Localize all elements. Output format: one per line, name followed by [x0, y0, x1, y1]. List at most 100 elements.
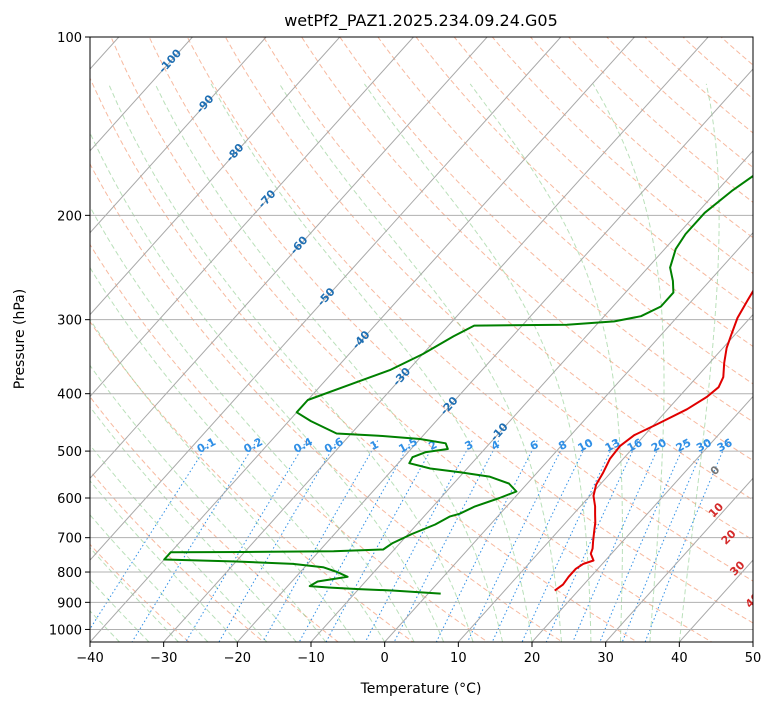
mixing-ratio-label: 36: [715, 436, 735, 455]
dry-adiabat: [453, 37, 753, 311]
plot-frame: [89, 36, 754, 643]
isotherm: [162, 37, 709, 642]
moist-adiabat: [90, 578, 150, 642]
moist-adiabat: [90, 480, 238, 642]
moist-adiabat: [90, 205, 415, 642]
mixing-ratio-line: [364, 440, 473, 642]
dry-adiabat: [90, 243, 489, 642]
mixing-ratio-lines: [90, 440, 728, 642]
dry-adiabat: [377, 37, 753, 385]
dry-adiabat: [301, 37, 753, 462]
dry-adiabat: [90, 543, 190, 642]
y-tick-label: 1000: [49, 623, 82, 638]
x-tick-label: 10: [450, 651, 467, 666]
y-tick-label: 100: [57, 31, 82, 46]
x-tick-label: 30: [597, 651, 614, 666]
x-tick-label: 40: [671, 651, 688, 666]
mixing-ratio-line: [491, 440, 589, 642]
y-tick-label: 700: [57, 532, 82, 547]
x-tick-label: −40: [76, 651, 103, 666]
dry-adiabat: [415, 37, 753, 348]
chart-title: wetPf2_PAZ1.2025.234.09.24.G05: [284, 11, 558, 31]
dry-adiabat: [90, 77, 638, 642]
dry-adiabat: [339, 37, 753, 423]
dry-adiabat: [224, 37, 753, 541]
moist-adiabat: [592, 83, 665, 642]
isotherm: [310, 150, 753, 642]
mixing-ratio-label: 16: [625, 436, 645, 455]
isotherm: [236, 68, 753, 642]
mixing-ratio-line: [298, 440, 412, 642]
moist-adiabat: [90, 444, 268, 642]
x-tick-label: 0: [381, 651, 389, 666]
temperature-line: [554, 289, 753, 592]
mixing-ratio-line: [621, 440, 708, 642]
isotherm: [457, 313, 753, 642]
mixing-ratio-line: [435, 440, 538, 642]
mixing-ratio-line: [572, 440, 663, 642]
moist-adiabat: [90, 406, 297, 642]
isotherm: [90, 37, 562, 561]
y-axis-title: Pressure (hPa): [12, 289, 28, 389]
x-axis-title: Temperature (°C): [360, 681, 482, 697]
isobars: [90, 37, 753, 630]
x-axis: −40 −30 −20 −10 0 10 20 30 40 50: [76, 642, 761, 666]
mixing-ratio-label: 20: [649, 436, 669, 455]
moist-adiabat: [90, 318, 356, 642]
dry-adiabat: [90, 395, 339, 642]
moist-adiabat: [90, 514, 209, 642]
moist-adiabat: [90, 131, 445, 642]
isotherm: [531, 395, 753, 642]
isotherm: [604, 477, 753, 642]
isotherms: [90, 37, 753, 642]
y-axis: 100 200 300 400 500 600 700 800 900 1000: [49, 31, 90, 638]
x-tick-label: 50: [745, 651, 762, 666]
mixing-ratio-line: [218, 440, 338, 642]
mixing-ratio-line: [644, 440, 728, 642]
y-tick-label: 200: [57, 209, 82, 224]
mixing-ratio-label: 30: [694, 436, 714, 455]
isotherm: [90, 37, 488, 480]
mixing-ratio-line: [262, 440, 379, 642]
y-tick-label: 300: [57, 314, 82, 329]
mixing-ratio-line: [599, 440, 687, 642]
moist-adiabat: [108, 83, 474, 642]
mixing-ratio-label: 25: [674, 436, 694, 455]
dry-adiabat: [644, 37, 753, 134]
moist-adiabat: [469, 83, 623, 642]
moist-adiabat: [90, 546, 179, 642]
mixing-ratio-line: [185, 440, 308, 642]
moist-adiabat: [678, 83, 720, 642]
dry-adiabat: [529, 37, 753, 239]
y-tick-label: 900: [57, 596, 82, 611]
y-tick-label: 500: [57, 445, 82, 460]
moist-adiabats: [90, 83, 720, 642]
isotherm: [90, 37, 341, 316]
y-tick-label: 800: [57, 566, 82, 581]
y-tick-label: 400: [57, 388, 82, 403]
moist-adiabat: [90, 266, 386, 642]
dry-adiabat: [90, 162, 564, 642]
mixing-ratio-label: 10: [576, 436, 596, 455]
isotherm: [383, 231, 753, 642]
isotherm: [90, 37, 636, 642]
x-tick-label: −30: [150, 651, 177, 666]
isotherm: [90, 37, 267, 234]
dry-adiabats: [90, 37, 753, 642]
moist-adiabat: [90, 364, 327, 642]
x-tick-label: −20: [224, 651, 251, 666]
dewpoint-line: [163, 174, 753, 595]
mixing-ratio-line: [521, 440, 616, 642]
dry-adiabat: [90, 320, 414, 642]
x-tick-label: −10: [297, 651, 324, 666]
x-tick-label: 20: [524, 651, 541, 666]
dry-adiabat: [606, 37, 753, 169]
plot-area: -100-90-80-70-60-50-40-30-20-100.1 0.2 0.4…: [90, 37, 753, 642]
moist-adiabat: [363, 83, 592, 642]
dry-adiabat: [110, 37, 713, 642]
moist-adiabat: [210, 83, 533, 642]
isotherm: [90, 37, 194, 152]
profile-series: [163, 174, 753, 595]
y-tick-label: 600: [57, 492, 82, 507]
